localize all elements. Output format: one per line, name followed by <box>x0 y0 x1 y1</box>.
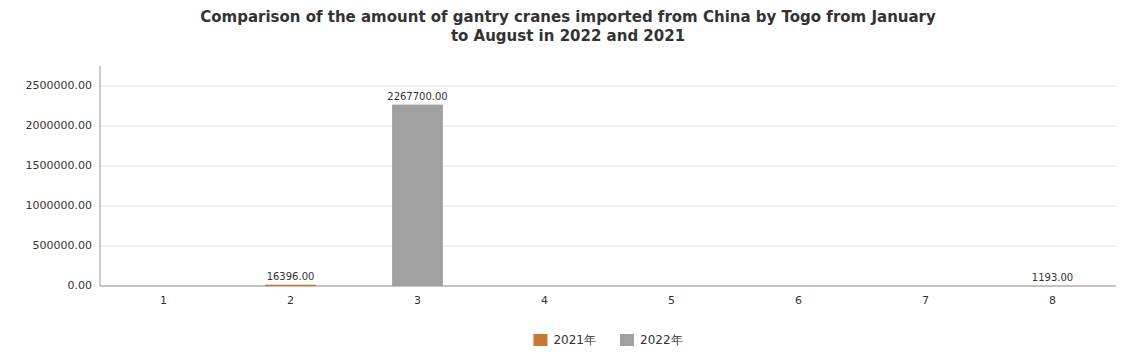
y-tick-label: 2500000.00 <box>26 79 92 92</box>
legend-label: 2022年 <box>640 333 683 347</box>
y-axis-line <box>100 66 101 286</box>
bar <box>773 286 824 287</box>
grid-line <box>100 286 1116 287</box>
bar <box>773 286 824 287</box>
chart: Comparison of the amount of gantry crane… <box>0 0 1136 362</box>
legend-item: 2021年 <box>533 333 596 347</box>
bar <box>265 285 316 286</box>
series <box>392 105 443 286</box>
legend-item: 2022年 <box>620 333 683 347</box>
legend-swatch <box>620 334 634 346</box>
bars <box>265 105 1078 286</box>
bar <box>646 286 697 287</box>
data-label: 16396.00 <box>267 271 315 282</box>
bar <box>392 286 443 287</box>
bar <box>265 286 316 287</box>
title-line: Comparison of the amount of gantry crane… <box>200 8 936 26</box>
x-ticks: 1 2 3 4 5 6 7 8 <box>160 294 1056 307</box>
x-tick-label: 7 <box>922 294 929 307</box>
x-tick-label: 6 <box>795 294 802 307</box>
x-tick-label: 5 <box>668 294 675 307</box>
x-tick-label: 4 <box>541 294 548 307</box>
legend: 2021年 2022年 <box>533 333 682 347</box>
x-tick-label: 3 <box>414 294 421 307</box>
y-tick-label: 500000.00 <box>33 239 93 252</box>
title-line: to August in 2022 and 2021 <box>451 27 685 45</box>
grid <box>100 86 1116 286</box>
data-label: 2267700.00 <box>387 91 447 102</box>
bar <box>900 286 951 287</box>
y-tick-label: 1000000.00 <box>26 199 92 212</box>
grid-line <box>100 86 1116 87</box>
bar <box>1027 285 1078 286</box>
bar <box>646 286 697 287</box>
bar <box>1027 286 1078 287</box>
x-tick-label: 8 <box>1049 294 1056 307</box>
data-labels: 16396.00 1193.00 2267700.00 <box>267 91 1074 283</box>
series <box>265 285 1078 286</box>
bar <box>900 286 951 287</box>
bar <box>392 105 443 286</box>
y-tick-label: 1500000.00 <box>26 159 92 172</box>
bar <box>138 286 189 287</box>
x-tick-label: 1 <box>160 294 167 307</box>
legend-label: 2021年 <box>553 333 596 347</box>
data-label: 1193.00 <box>1032 272 1073 283</box>
y-ticks: 0.00 500000.00 1000000.00 1500000.00 2000000… <box>26 79 92 292</box>
grid-line <box>100 126 1116 127</box>
grid-line <box>100 206 1116 207</box>
y-tick-label: 2000000.00 <box>26 119 92 132</box>
bar <box>138 286 189 287</box>
x-axis-line <box>100 286 1116 287</box>
legend-swatch <box>533 334 547 346</box>
page: {"chart_data": { "type": "bar", "title":… <box>0 0 1136 362</box>
grid-line <box>100 166 1116 167</box>
bar <box>519 286 570 287</box>
y-tick-label: 0.00 <box>68 279 93 292</box>
bar <box>519 286 570 287</box>
x-tick-label: 2 <box>287 294 294 307</box>
grid-line <box>100 246 1116 247</box>
title: Comparison of the amount of gantry crane… <box>200 8 936 45</box>
